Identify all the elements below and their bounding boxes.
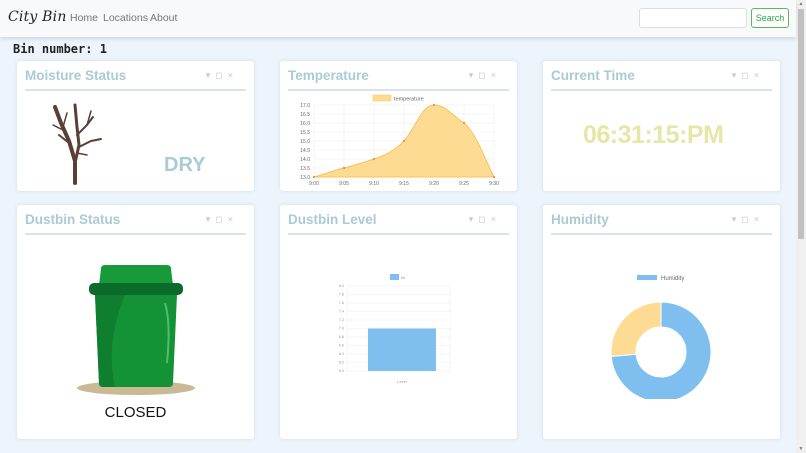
panel-title: Dustbin Status [25, 212, 121, 227]
panel-tools: ▾◻× [206, 214, 238, 225]
minimize-icon[interactable]: ▾ [205, 70, 216, 80]
panel-tools: ▾◻× [732, 70, 764, 81]
close-icon[interactable]: × [490, 214, 501, 224]
legend-swatch [637, 275, 657, 280]
clock-value: 06:31:15:PM [583, 121, 724, 149]
y-tick: 13.0 [300, 175, 310, 181]
y-tick: 14.0 [300, 157, 310, 163]
green-trash-bin-icon [77, 265, 195, 395]
panel-title: Humidity [551, 212, 609, 227]
legend-swatch [372, 94, 392, 102]
panel-title: Temperature [288, 68, 369, 83]
panel-tools: ▾◻× [732, 214, 764, 225]
panel-divider [288, 89, 509, 91]
y-tick: 7.8 [339, 293, 344, 297]
legend-label: temperature [394, 97, 424, 103]
panel-divider [551, 233, 772, 235]
x-tick: 9:15 [399, 181, 409, 187]
panel-title: Dustbin Level [288, 212, 377, 227]
y-tick: 6.6 [339, 344, 344, 348]
search-input[interactable] [639, 8, 747, 28]
x-tick: 9:20 [429, 181, 439, 187]
maximize-icon[interactable]: ◻ [741, 70, 754, 80]
navbar: City Bin Home Locations About Search [0, 0, 796, 37]
panel-tools: ▾◻× [206, 70, 238, 81]
nav-link-about[interactable]: About [150, 12, 178, 24]
legend-label: Humidity [661, 276, 684, 282]
y-tick: 6.2 [339, 361, 344, 365]
y-tick: 15.0 [300, 139, 310, 145]
maximize-icon[interactable]: ◻ [478, 214, 491, 224]
y-tick: 7.6 [339, 301, 344, 305]
page-scrollbar[interactable]: ▲ ▼ [796, 0, 806, 453]
nav-link-home[interactable]: Home [70, 12, 99, 24]
y-tick: 7.0 [339, 327, 344, 331]
close-icon[interactable]: × [227, 214, 238, 224]
nav-link-locations[interactable]: Locations [103, 12, 148, 24]
humidity-panel: Humidity ▾◻× Humidity [543, 205, 780, 439]
dead-tree-icon [52, 103, 102, 185]
maximize-icon[interactable]: ◻ [215, 214, 228, 224]
close-icon[interactable]: × [753, 214, 764, 224]
minimize-icon[interactable]: ▾ [731, 214, 742, 224]
moisture-status-value: DRY [164, 154, 206, 176]
dustbin-status-panel: Dustbin Status ▾◻× CLOSED [17, 205, 254, 439]
y-tick: 14.5 [300, 148, 310, 154]
maximize-icon[interactable]: ◻ [215, 70, 228, 80]
y-tick: 7.2 [339, 318, 344, 322]
y-tick: 8.0 [339, 284, 344, 288]
brand-logo[interactable]: City Bin [8, 9, 67, 25]
y-tick: 17.0 [300, 103, 310, 109]
minimize-icon[interactable]: ▾ [468, 70, 479, 80]
dustbin-status-value: CLOSED [104, 404, 167, 421]
y-tick: 16.5 [300, 112, 310, 118]
panel-tools: ▾◻× [469, 214, 501, 225]
y-tick: 16.0 [300, 121, 310, 127]
y-tick: 6.8 [339, 335, 344, 339]
y-tick: 6.4 [339, 352, 344, 356]
minimize-icon[interactable]: ▾ [205, 214, 216, 224]
x-tick: 9:25 [459, 181, 469, 187]
legend-label: lvl [401, 275, 405, 280]
dustbin-level-panel: Dustbin Level ▾◻× lvl 6.0 6.2 6.4 6.6 6.… [280, 205, 517, 439]
y-tick: 6.0 [339, 369, 344, 373]
temperature-chart: temperature 13.0 13.5 14.0 14.5 15.0 15.… [300, 94, 499, 187]
x-tick: 9:30 [489, 181, 499, 187]
x-tick: 9:10 [369, 181, 379, 187]
moisture-status-panel: Moisture Status ▾◻× DRY [17, 61, 254, 191]
search-button[interactable]: Search [751, 8, 789, 28]
close-icon[interactable]: × [227, 70, 238, 80]
minimize-icon[interactable]: ▾ [731, 70, 742, 80]
y-tick: 13.5 [300, 166, 310, 172]
panel-tools: ▾◻× [469, 70, 501, 81]
scroll-down-arrow-icon[interactable]: ▼ [798, 446, 804, 452]
x-tick: 9:05 [339, 181, 349, 187]
close-icon[interactable]: × [490, 70, 501, 80]
humidity-donut-chart: Humidity [610, 275, 712, 399]
panel-divider [25, 233, 246, 235]
y-tick: 7.4 [339, 310, 344, 314]
x-tick: 9:00 [309, 181, 319, 187]
scroll-up-arrow-icon[interactable]: ▲ [798, 1, 804, 7]
x-tick: Level [397, 379, 407, 384]
y-tick: 15.5 [300, 130, 310, 136]
panel-divider [288, 233, 509, 235]
scrollbar-thumb[interactable] [798, 9, 804, 239]
maximize-icon[interactable]: ◻ [741, 214, 754, 224]
maximize-icon[interactable]: ◻ [478, 70, 491, 80]
current-time-panel: Current Time ▾◻× 06:31:15:PM [543, 61, 780, 191]
panel-divider [25, 89, 246, 91]
minimize-icon[interactable]: ▾ [468, 214, 479, 224]
close-icon[interactable]: × [753, 70, 764, 80]
bin-number-label: Bin number: 1 [13, 42, 107, 56]
dustbin-level-chart: lvl 6.0 6.2 6.4 6.6 6.8 7.0 7.2 7.4 7.6 … [339, 274, 451, 384]
legend-swatch [390, 274, 399, 280]
panel-title: Moisture Status [25, 68, 127, 83]
panel-divider [551, 89, 772, 91]
temperature-panel: Temperature ▾◻× temperature 13.0 13.5 14… [280, 61, 517, 191]
panel-title: Current Time [551, 68, 635, 83]
